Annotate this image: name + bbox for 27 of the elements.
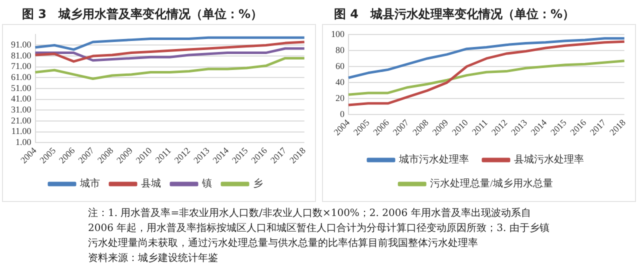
legend-label: 污水处理总量/城乡用水总量 xyxy=(430,178,553,190)
legend-label: 镇 xyxy=(201,178,212,190)
legend-label: 城市 xyxy=(79,178,100,190)
y-tick-label: 1.00 xyxy=(16,136,32,147)
y-tick-label: 60 xyxy=(336,60,345,71)
y-tick-label: 80 xyxy=(336,44,345,55)
chart-title: 图 3 城乡用水普及率变化情况（单位：%） xyxy=(21,6,264,23)
y-tick-label: 81.00 xyxy=(11,50,32,60)
chart-title: 图 4 城县污水处理率变化情况（单位：%） xyxy=(333,6,576,23)
legend-label: 城市污水处理率 xyxy=(398,154,469,166)
y-tick-label: 91.00 xyxy=(11,40,32,50)
y-tick-label: 11.00 xyxy=(11,126,32,136)
legend-label: 县城污水处理率 xyxy=(514,154,584,166)
y-tick-label: 51.00 xyxy=(11,82,32,93)
y-tick-label: 71.00 xyxy=(11,61,32,72)
text: 注：1. 用水普及率=非农业用水人口数/非农业人口数×100%；2. 2006 年用水普及率出现波动系自 2006 年起，用水普及率指标按城区人口和城区暂住人口合计为分母计算口径变动原因所致；3. 由于乡镇污水处理量尚未获取，通过污水处理总量与供水总量的比率估算目前我国整体污水处理率 xyxy=(88,206,550,251)
y-tick-label: 20 xyxy=(336,92,345,103)
legend-label: 乡 xyxy=(253,178,263,190)
text: 资料来源：城乡建设统计年鉴 xyxy=(88,252,219,266)
y-tick-label: 41.00 xyxy=(11,94,32,104)
y-tick-label: 21.00 xyxy=(11,115,32,126)
y-tick-label: 100 xyxy=(331,28,345,39)
y-tick-label: 0 xyxy=(340,108,345,119)
y-tick-label: 40 xyxy=(336,76,345,87)
legend-label: 县城 xyxy=(141,178,161,190)
y-tick-label: 61.00 xyxy=(11,72,32,82)
y-tick-label: 31.00 xyxy=(11,104,32,115)
